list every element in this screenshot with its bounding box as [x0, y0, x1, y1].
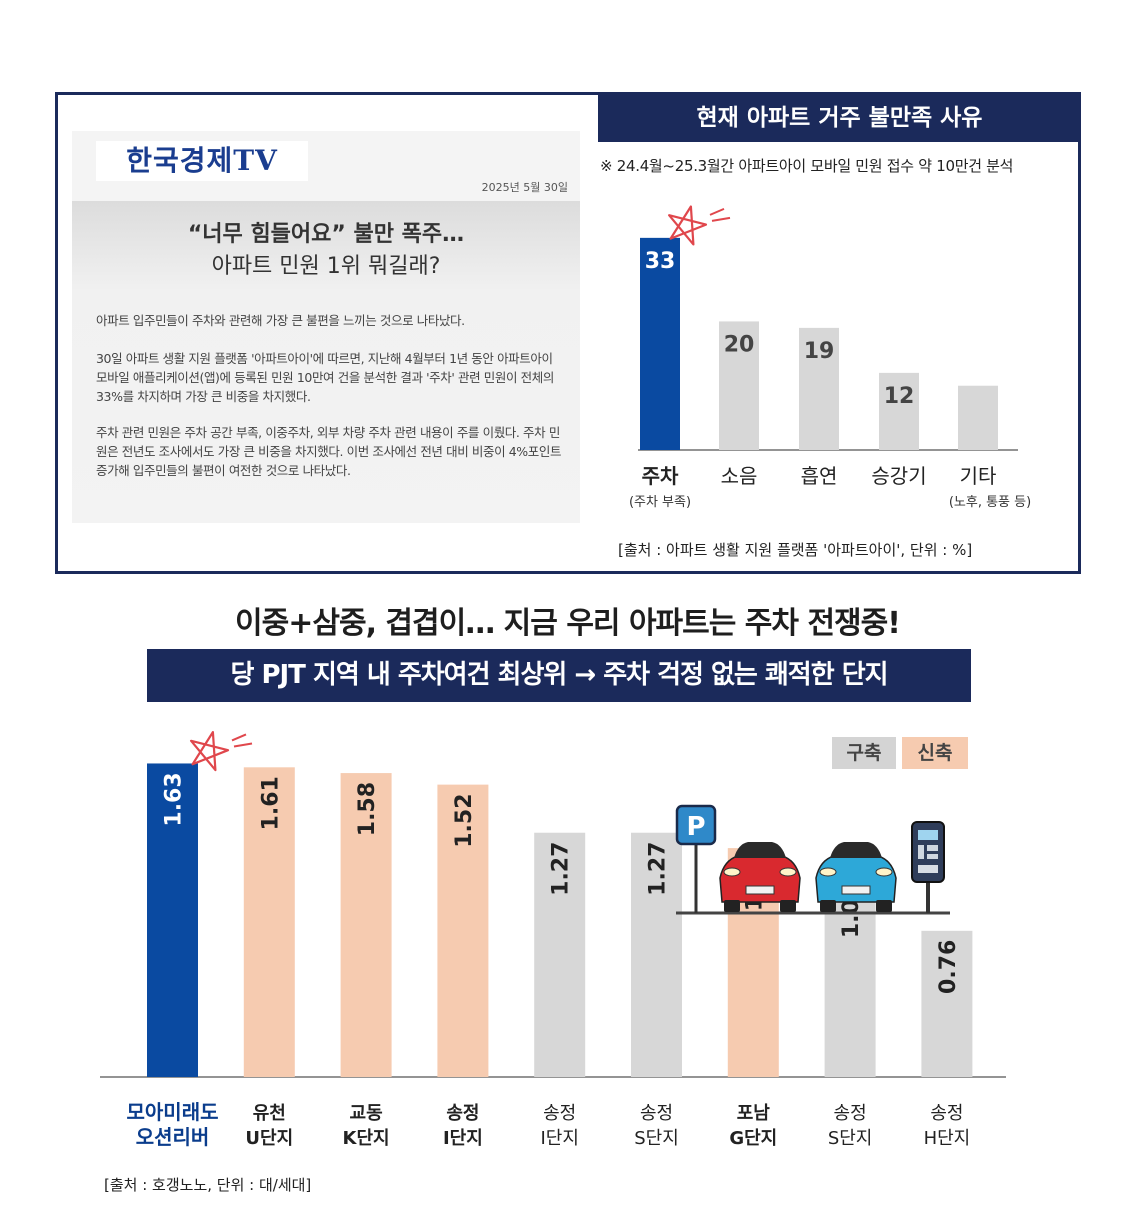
headline-line2: 아파트 민원 1위 뭐길래? [211, 254, 441, 279]
news-logo: 한국경제TV [96, 141, 308, 181]
chart1-bar-4 [958, 385, 998, 450]
chart2-label-line2-6: G단지 [729, 1128, 777, 1149]
chart2-label-line2-0: 오션리버 [136, 1125, 210, 1149]
chart1-sublabel-0: (주차 부족) [629, 495, 691, 510]
chart1-bar-3 [879, 372, 919, 450]
chart2-label-line2-7: S단지 [828, 1128, 873, 1149]
chart2-label-line1-2: 교동 [350, 1103, 383, 1124]
chart1-title: 현재 아파트 거주 불만족 사유 [598, 95, 1081, 142]
headline-line1: “너무 힘들어요” 불만 폭주… [187, 222, 465, 247]
chart1-value-label-1: 20 [724, 332, 755, 357]
chart1-bar-0 [640, 237, 680, 450]
parking-sign-icon: P [675, 804, 717, 913]
parking-illustration: P [675, 804, 950, 915]
article-headline: “너무 힘들어요” 불만 폭주… 아파트 민원 1위 뭐길래? [72, 219, 580, 283]
chart2-label-line1-1: 유천 [253, 1103, 286, 1124]
chart1-category-2: 흡연 [801, 464, 838, 488]
parking-meter-icon [911, 821, 945, 913]
chart2-bar-1 [243, 767, 295, 1077]
article-paragraph-2: 30일 아파트 생활 지원 플랫폼 '아파트아이'에 따르면, 지난해 4월부터… [96, 351, 554, 404]
chart2-label-line2-8: H단지 [924, 1128, 971, 1149]
chart2-value-label-1: 1.61 [258, 776, 283, 830]
chart1-category-3: 승강기 [871, 464, 926, 488]
chart2-bar-4 [534, 832, 586, 1077]
article-paragraph-1: 아파트 입주민들이 주차와 관련해 가장 큰 불편을 느끼는 것으로 나타났다. [96, 313, 465, 328]
chart2-value-label-3: 1.52 [452, 793, 477, 847]
chart2-label-line1-5: 송정 [640, 1103, 673, 1124]
article-paragraph-3: 주차 관련 민원은 주차 공간 부족, 이중주차, 외부 차량 주차 관련 내용… [96, 425, 562, 478]
chart1-source: [출처 : 아파트 생활 지원 플랫폼 '아파트아이', 단위 : %] [618, 541, 973, 559]
news-clipping: 한국경제TV 2025년 5월 30일 “너무 힘들어요” 불만 폭주… 아파트… [72, 131, 580, 523]
chart2-label-line2-5: S단지 [634, 1128, 679, 1149]
chart2-label-line2-2: K단지 [343, 1128, 390, 1149]
chart1-note: ※ 24.4월~25.3월간 아파트아이 모바일 민원 접수 약 10만건 분석 [600, 157, 1014, 175]
chart1-value-label-0: 33 [645, 249, 676, 274]
star-mark-icon [190, 731, 253, 772]
chart1-value-label-2: 19 [804, 339, 835, 364]
blue-car-icon [815, 842, 897, 912]
chart2-label-line2-3: I단지 [443, 1128, 483, 1149]
chart1-category-0: 주차 [642, 464, 679, 488]
chart2-bar-2 [340, 773, 392, 1077]
chart2-label-line2-4: I단지 [540, 1128, 578, 1149]
chart2-value-label-2: 1.58 [355, 782, 380, 836]
chart1-sublabel-4: (노후, 통풍 등) [949, 495, 1031, 510]
chart2-label-line1-4: 송정 [543, 1103, 576, 1124]
chart2-label-line1-8: 송정 [930, 1103, 963, 1124]
news-header: 한국경제TV 2025년 5월 30일 [72, 131, 580, 201]
chart1-category-4: 기타 [960, 464, 997, 488]
chart1-bar-1 [719, 321, 759, 450]
chart2-bar-0 [147, 763, 198, 1077]
top-panel: 한국경제TV 2025년 5월 30일 “너무 힘들어요” 불만 폭주… 아파트… [55, 92, 1081, 574]
chart2-bar-8 [921, 930, 973, 1077]
chart2-value-label-4: 1.27 [549, 842, 574, 896]
chart2-value-label-0: 1.63 [162, 772, 187, 826]
chart1-bar-2 [799, 327, 839, 450]
legend-new: 신축 [902, 737, 968, 769]
chart2-label-line1-6: 포남 [737, 1103, 771, 1124]
chart1-category-1: 소음 [721, 464, 758, 488]
chart2-label-line2-1: U단지 [245, 1128, 293, 1149]
main-headline: 이중+삼중, 겹겹이… 지금 우리 아파트는 주차 전쟁중! [235, 606, 901, 641]
legend-old: 구축 [832, 737, 896, 769]
highlight-banner: 당 PJT 지역 내 주차여건 최상위 → 주차 걱정 없는 쾌적한 단지 [147, 649, 971, 702]
chart2-bar-3 [437, 784, 489, 1077]
svg-text:P: P [686, 812, 705, 842]
chart2-value-label-5: 1.27 [646, 842, 671, 896]
complaint-bar-chart: 33 주차 (주차 부족) 20 소음 19 흡연 12 승강기 기타 (노후, 통풍 등) [629, 205, 1031, 510]
chart2-bar-5 [631, 832, 682, 1077]
star-mark-icon [667, 205, 731, 246]
article-date: 2025년 5월 30일 [481, 181, 568, 194]
article-body: “너무 힘들어요” 불만 폭주… 아파트 민원 1위 뭐길래? 아파트 입주민들… [72, 201, 580, 523]
chart2-source: [출처 : 호갱노노, 단위 : 대/세대] [104, 1176, 312, 1194]
chart2-label-line1-0: 모아미래도 [127, 1100, 219, 1124]
chart2-value-label-8: 0.76 [936, 940, 961, 994]
red-car-icon [719, 842, 801, 912]
chart1-value-label-3: 12 [884, 384, 915, 409]
chart2-label-line1-3: 송정 [446, 1103, 479, 1124]
chart2-label-line1-7: 송정 [834, 1103, 867, 1124]
